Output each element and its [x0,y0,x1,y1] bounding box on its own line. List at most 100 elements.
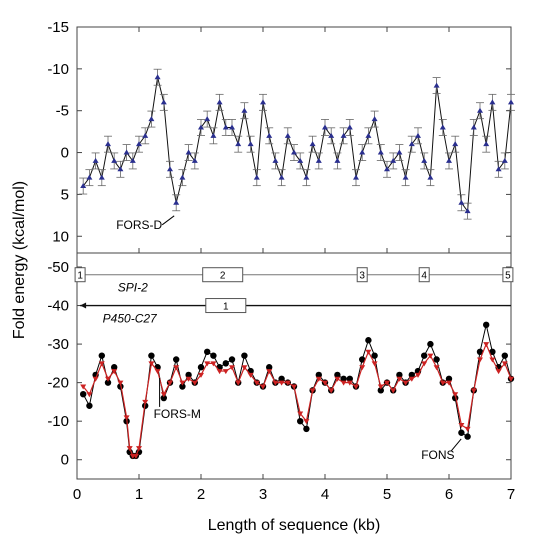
bottom-point-red [439,380,446,386]
bottom-point-red [198,372,204,378]
bottom-y-tick-label: -10 [47,413,69,430]
bottom-point-red [216,369,223,375]
bottom-point-black [160,394,167,402]
top-point [390,157,397,163]
bottom-point-black [458,429,465,436]
top-point [470,124,477,130]
top-point [272,157,279,163]
bottom-point-red [495,369,502,375]
top-point [142,132,149,138]
top-point [334,157,341,163]
bottom-point-red [235,380,242,386]
bottom-y-tick-label: 0 [61,452,69,469]
bottom-point-red [421,361,428,367]
bottom-point-red [260,384,266,390]
top-point [346,124,353,130]
track-box [418,267,430,283]
bottom-point-red [191,380,198,386]
annotations-layer: FORS-D FORS-M FONS [116,215,462,462]
bottom-point-black [197,364,205,371]
bottom-point-red [117,380,124,386]
top-point [98,174,105,180]
bottom-point-red [415,372,421,378]
top-point [284,132,291,138]
top-point [396,149,403,155]
top-point [483,141,490,147]
bottom-point-red [132,453,139,459]
top-point [408,141,415,147]
bottom-point-red [346,380,353,386]
top-point [328,132,335,138]
bottom-point-red [185,376,192,382]
bottom-point-black [483,321,490,329]
bottom-point-red [148,361,155,367]
x-axis-title: Length of sequence (kb) [208,517,381,534]
bottom-point-red [278,380,285,386]
bottom-point-black [445,375,453,382]
top-point [458,199,465,205]
top-point [216,99,223,105]
bottom-point-red [303,419,310,425]
bottom-point-red [458,423,465,429]
top-point [222,124,229,130]
bottom-point-red [204,361,211,367]
top-point [359,149,366,155]
x-tick-label: 0 [73,486,81,503]
top-point [477,107,483,113]
bottom-point-red [80,384,87,390]
bottom-point-red [477,357,483,363]
x-tick-label: 6 [445,486,453,503]
bottom-panel-axis: 0 -10 -20 -30 -40 -50 0 1 2 3 4 5 6 7 [47,259,515,503]
x-tick-label: 7 [507,486,515,503]
bottom-point-black [173,356,180,363]
top-panel-axis: -15 -10 -5 0 5 10 [47,19,512,253]
track-box [356,267,368,283]
track-box-label: 3 [359,271,365,282]
bottom-point-red [222,369,229,375]
y-axis-title: Fold energy (kcal/mol) [11,181,28,339]
track-box [74,267,86,283]
top-point [80,183,87,189]
bottom-point-red [86,392,93,398]
top-point [508,99,514,105]
bottom-point-red [322,380,328,386]
top-point [501,157,508,163]
top-point [278,174,285,180]
bottom-point-red [452,392,459,398]
bottom-point-red [446,380,452,386]
bottom-point-red [154,369,161,375]
bottom-point-red [266,369,273,375]
bottom-point-red [483,342,490,348]
top-point [241,107,248,113]
top-point [439,124,446,130]
top-point [315,157,322,163]
bottom-point-red [123,415,130,421]
bottom-point-red [167,380,173,386]
annotation-fons: FONS [421,448,454,462]
track-box-label: 4 [421,271,427,282]
x-tick-label: 5 [383,486,391,503]
bottom-point-red [334,376,341,382]
top-series-line [82,77,512,213]
top-point [266,132,273,138]
bottom-point-black [501,352,508,359]
bottom-point-red [427,353,434,359]
bottom-point-red [111,369,118,375]
top-point [123,149,130,155]
bottom-point-red [390,388,397,394]
bottom-point-black [228,356,236,363]
top-y-tick-label: -15 [47,19,69,36]
track-box-label: 1 [77,271,83,282]
top-y-tick-label: -10 [47,61,69,78]
top-y-tick-label: 5 [61,186,69,203]
top-point [377,149,384,155]
top-point [191,157,198,163]
top-y-tick-label: 0 [61,145,69,162]
bottom-point-black [204,348,211,355]
top-point [136,141,142,147]
x-tick-label: 3 [259,486,267,503]
top-point [179,174,186,180]
bottom-point-red [92,376,99,382]
bottom-point-red [98,361,105,367]
top-point [154,74,161,80]
